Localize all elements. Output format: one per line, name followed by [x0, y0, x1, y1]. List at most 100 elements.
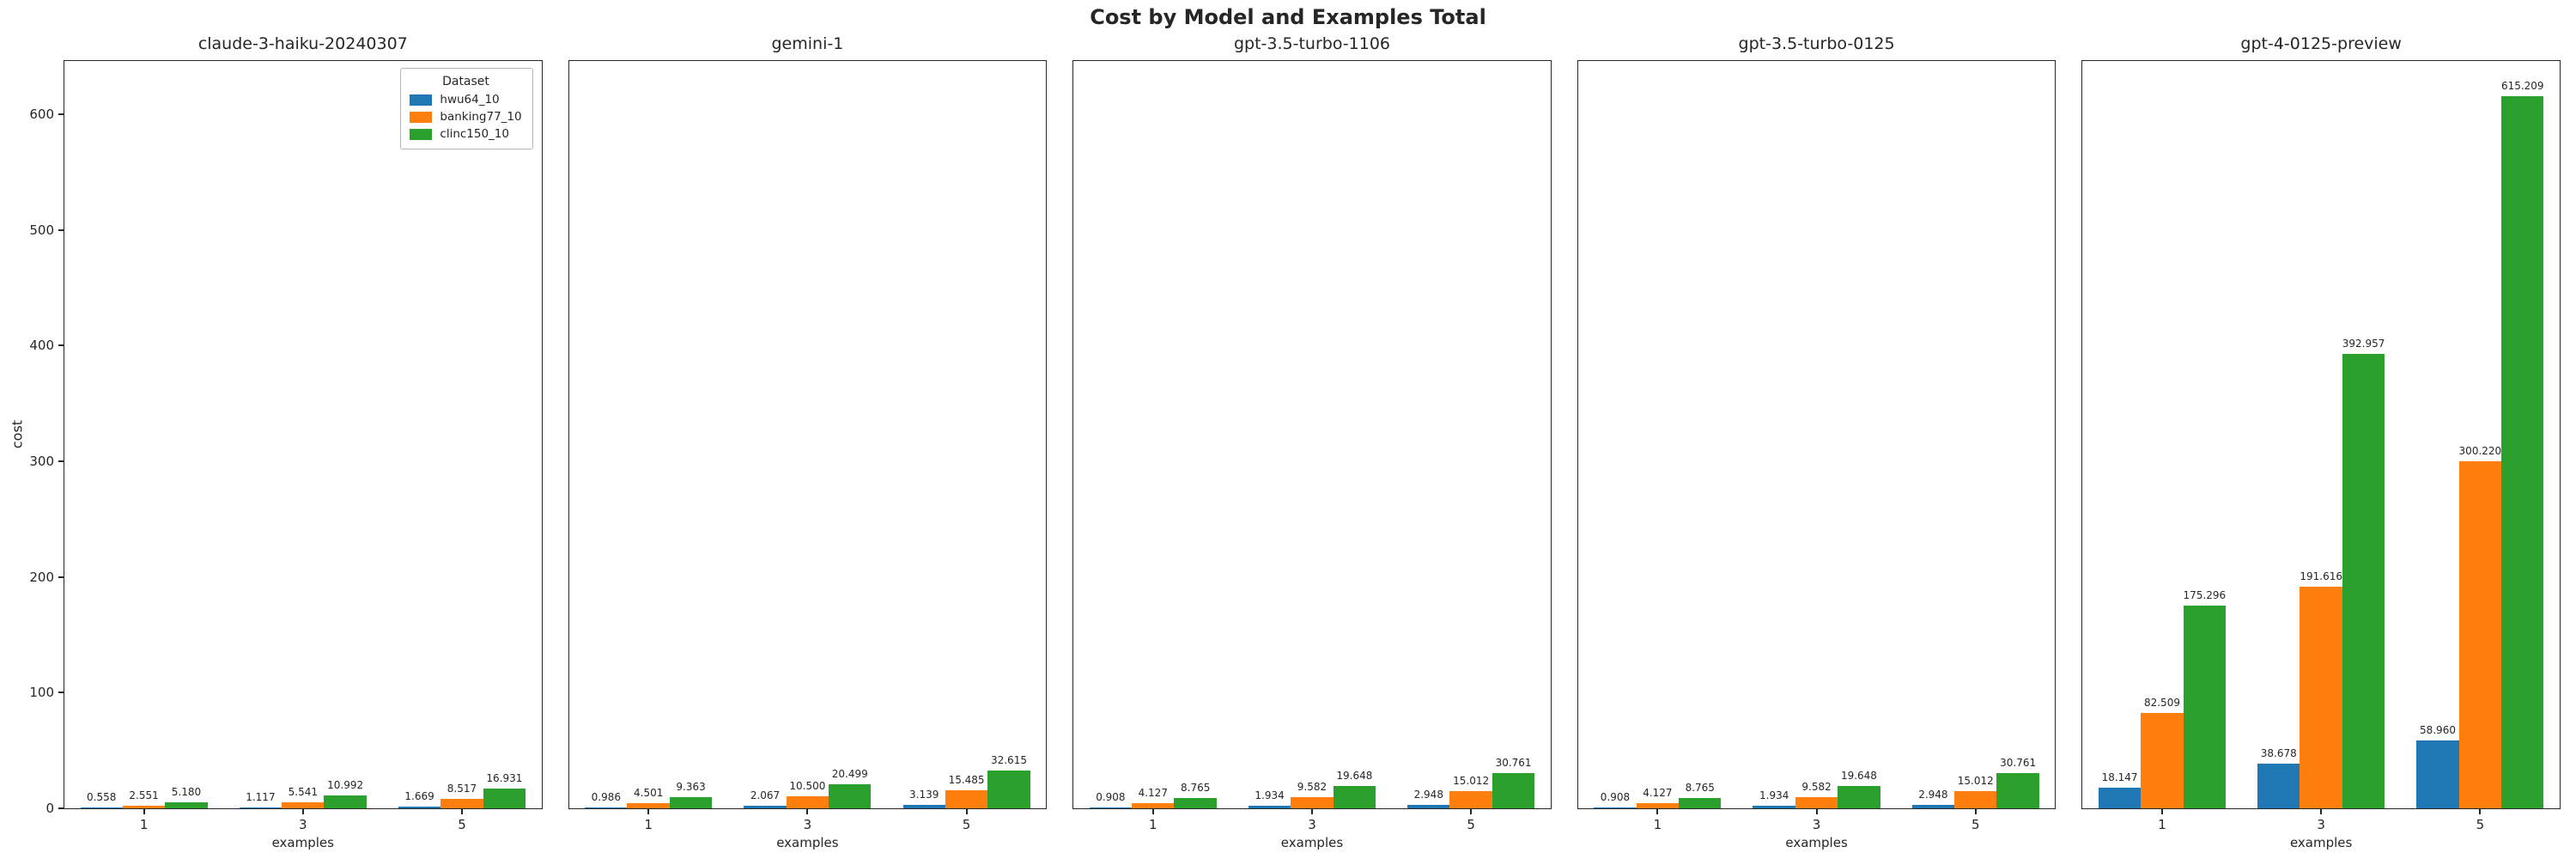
bar-banking77_10-examples-5: [1449, 790, 1492, 808]
bar-value-label: 4.501: [634, 786, 664, 799]
bar-value-label: 32.615: [990, 754, 1027, 767]
subplots-container: claude-3-haiku-20240307 0 100 200 300 400 500 6…: [29, 34, 2561, 850]
bar-hwu64_10-examples-1: [1594, 807, 1637, 808]
bar-hwu64_10-examples-3: [239, 807, 283, 808]
bar-banking77_10-examples-1: [122, 805, 166, 808]
y-tick-mark: [58, 228, 64, 231]
legend-item-label: clinc150_10: [440, 127, 509, 141]
bar-value-label: 9.582: [1297, 781, 1327, 794]
bar-hwu64_10-examples-5: [2416, 740, 2459, 808]
subplot-claude-3-haiku-20240307: claude-3-haiku-20240307 0 100 200 300 400 500 6…: [29, 34, 543, 850]
x-tick-label: 1: [2158, 817, 2166, 832]
legend: Dataset hwu64_10 banking77_10 clinc150_10: [400, 68, 533, 149]
x-tick-mark: [1151, 808, 1154, 814]
bar-hwu64_10-examples-5: [1407, 805, 1450, 808]
legend-swatch: [410, 128, 433, 140]
x-tick-mark: [2320, 808, 2323, 814]
bar-value-label: 2.067: [750, 789, 781, 802]
subplot-title: gpt-3.5-turbo-1106: [1233, 34, 1391, 53]
bar-hwu64_10-examples-3: [1248, 806, 1291, 808]
y-tick-label: 600: [29, 106, 54, 122]
y-tick-mark: [58, 344, 64, 347]
bar-hwu64_10-examples-1: [80, 807, 123, 808]
bar-value-label: 1.117: [246, 790, 276, 803]
bar-value-label: 392.957: [2342, 337, 2385, 350]
bar-value-label: 58.960: [2419, 723, 2456, 736]
x-tick-mark: [2479, 808, 2482, 814]
bar-value-label: 175.296: [2183, 588, 2227, 601]
y-tick-label: 500: [29, 222, 54, 238]
subplot-gpt-3.5-turbo-1106: gpt-3.5-turbo-1106 0.908 1.934 2.948 4.127 9.…: [1072, 34, 1552, 850]
bar-value-label: 19.648: [1336, 769, 1373, 782]
x-axis-label: examples: [271, 835, 334, 850]
bar-value-label: 1.934: [1759, 789, 1789, 802]
bar-banking77_10-examples-3: [282, 801, 325, 808]
bar-hwu64_10-examples-5: [1911, 805, 1955, 808]
bar-hwu64_10-examples-1: [2098, 787, 2142, 808]
bar-value-label: 16.931: [486, 772, 523, 785]
y-axis-label: cost: [9, 419, 26, 449]
subplot-title: claude-3-haiku-20240307: [197, 34, 408, 53]
y-tick-mark: [58, 807, 64, 809]
bar-banking77_10-examples-3: [1291, 797, 1334, 808]
bar-banking77_10-examples-5: [945, 790, 988, 808]
bar-value-label: 1.669: [404, 789, 434, 802]
bar-hwu64_10-examples-5: [398, 806, 441, 808]
bar-value-label: 615.209: [2500, 80, 2544, 93]
subplot-title: gpt-4-0125-preview: [2240, 34, 2402, 53]
legend-item-clinc150_10: clinc150_10: [410, 127, 521, 141]
y-tick-label: 200: [29, 569, 54, 585]
subplot-title: gemini-1: [771, 34, 844, 53]
bar-value-label: 5.541: [288, 785, 318, 798]
bar-clinc150_10-examples-1: [1679, 798, 1722, 808]
bar-clinc150_10-examples-5: [1996, 772, 2039, 808]
x-tick-mark: [1656, 808, 1659, 814]
bar-clinc150_10-examples-5: [987, 771, 1030, 808]
bar-hwu64_10-examples-3: [1753, 806, 1795, 808]
x-axis-label: examples: [1280, 835, 1344, 850]
x-tick-mark: [143, 808, 145, 814]
bar-value-label: 15.012: [1957, 774, 1994, 787]
bar-value-label: 0.986: [591, 790, 621, 803]
bar-clinc150_10-examples-1: [669, 797, 713, 808]
bar-hwu64_10-examples-3: [744, 806, 787, 808]
subplot-gpt-4-0125-preview: gpt-4-0125-preview 18.147 38.678 58.960 82.5…: [2081, 34, 2561, 850]
plot-area: 18.147 38.678 58.960 82.509 191.616 300.220 17…: [2081, 60, 2561, 832]
bar-value-label: 19.648: [1840, 769, 1877, 782]
x-tick-mark: [460, 808, 463, 814]
bar-value-label: 20.499: [831, 768, 868, 781]
bar-value-label: 2.551: [129, 789, 159, 801]
bar-value-label: 8.765: [1685, 782, 1715, 795]
x-tick-label: 3: [1812, 817, 1821, 832]
bar-value-label: 8.765: [1180, 782, 1211, 795]
bar-banking77_10-examples-3: [2300, 586, 2342, 808]
x-tick-label: 3: [2317, 817, 2325, 832]
bar-banking77_10-examples-1: [2141, 712, 2184, 808]
x-tick-label: 3: [1308, 817, 1316, 832]
x-tick-label: 1: [644, 817, 653, 832]
y-tick-label: 0: [46, 801, 54, 816]
x-tick-label: 5: [1467, 817, 1475, 832]
x-tick-mark: [806, 808, 809, 814]
legend-item-label: hwu64_10: [440, 93, 500, 107]
bar-value-label: 4.127: [1138, 787, 1168, 800]
y-tick-label: 400: [29, 338, 54, 354]
x-tick-mark: [1974, 808, 1977, 814]
bar-value-label: 4.127: [1643, 787, 1673, 800]
bar-clinc150_10-examples-3: [1838, 785, 1880, 808]
legend-title: Dataset: [442, 75, 489, 88]
bar-clinc150_10-examples-3: [2342, 353, 2385, 808]
legend-item-label: banking77_10: [440, 110, 522, 124]
x-tick-mark: [301, 808, 304, 814]
bar-hwu64_10-examples-3: [2257, 763, 2300, 808]
bar-value-label: 9.582: [1801, 781, 1832, 794]
bar-banking77_10-examples-5: [2458, 460, 2502, 808]
bar-value-label: 15.485: [948, 774, 985, 787]
bar-value-label: 9.363: [676, 781, 706, 794]
bar-hwu64_10-examples-5: [902, 804, 945, 808]
bar-value-label: 3.139: [909, 788, 939, 801]
y-tick-mark: [58, 691, 64, 694]
y-tick-mark: [58, 460, 64, 462]
legend-swatch: [410, 111, 433, 123]
